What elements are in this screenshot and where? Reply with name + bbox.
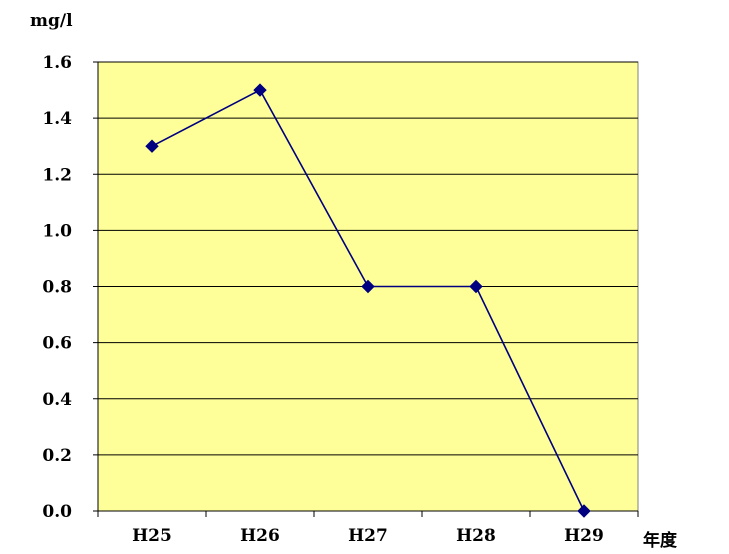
- y-tick-label: 1.0: [42, 221, 72, 241]
- data-point-marker: [253, 83, 267, 97]
- y-tick-label: 0.8: [42, 278, 72, 298]
- series-group: [145, 83, 591, 518]
- y-tick-label: 0.6: [42, 334, 72, 354]
- x-tick-label: H26: [240, 526, 280, 546]
- y-tick-label: 1.6: [42, 53, 72, 73]
- x-tick-label: H27: [348, 526, 388, 546]
- y-axis-label: mg/l: [30, 11, 73, 31]
- gridlines: [98, 61, 638, 456]
- y-tick-label: 1.4: [42, 109, 72, 129]
- data-point-marker: [361, 279, 375, 294]
- x-tick-labels: H25 H26 H27 H28 H29: [132, 526, 604, 546]
- y-tick-label: 0.2: [42, 446, 72, 466]
- x-tick-label: H28: [456, 526, 496, 546]
- y-tick-labels: 0.0 0.2 0.4 0.6 0.8 1.0 1.2 1.4 1.6: [42, 53, 98, 522]
- x-tick-label: H25: [132, 526, 172, 546]
- y-tick-label: 1.2: [42, 165, 72, 185]
- x-axis-label: 年度: [643, 530, 678, 551]
- y-tick-label: 0.0: [42, 502, 72, 522]
- data-point-marker: [577, 504, 591, 518]
- data-point-marker: [469, 279, 483, 294]
- data-point-marker: [145, 139, 159, 153]
- x-tick-label: H29: [564, 526, 604, 546]
- y-tick-label: 0.4: [42, 390, 72, 410]
